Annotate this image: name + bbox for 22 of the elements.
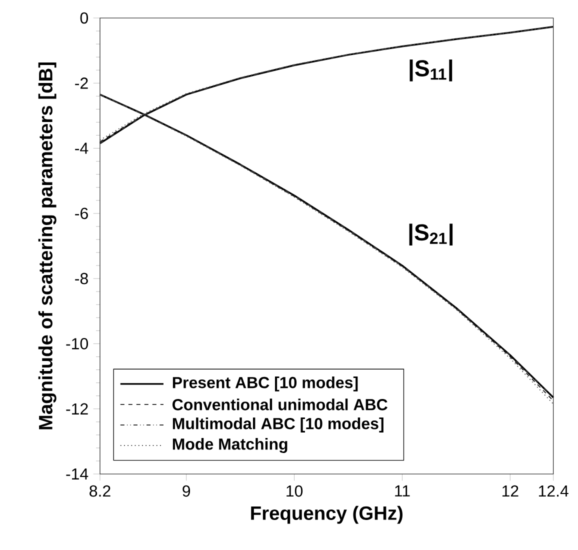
y-tick-label: -14 [66, 468, 88, 480]
legend-label: Conventional unimodal ABC [172, 398, 388, 410]
y-tick-label: -8 [75, 272, 88, 284]
annotation: |S$_{11}$| [410, 60, 452, 82]
y-tick-label: -4 [75, 142, 88, 154]
x-tick-label: 10 [286, 485, 303, 497]
x-tick-label: 11 [395, 485, 410, 496]
y-tick-label: 0 [80, 12, 88, 24]
x-tick-label: 12 [502, 485, 518, 497]
y-tick-label: -10 [66, 338, 88, 350]
x-tick-label: 12.4 [538, 485, 568, 497]
legend-label: Mode Matching [172, 438, 288, 453]
legend-label: Multimodal ABC [10 modes] [172, 418, 384, 432]
x-tick-label: 8.2 [90, 485, 110, 497]
y-tick-label: -2 [75, 78, 88, 89]
x-tick-label: 9 [182, 485, 190, 497]
y-tick-label: -6 [75, 208, 88, 220]
annotation: |S$_{21}$| [409, 224, 453, 246]
y-axis-title: Magnitude of scattering parameters [dB] [38, 62, 56, 430]
x-axis-title: Frequency (GHz) [251, 506, 402, 524]
y-tick-label: -12 [66, 403, 88, 414]
legend-label: Present ABC [10 modes] [172, 376, 358, 392]
